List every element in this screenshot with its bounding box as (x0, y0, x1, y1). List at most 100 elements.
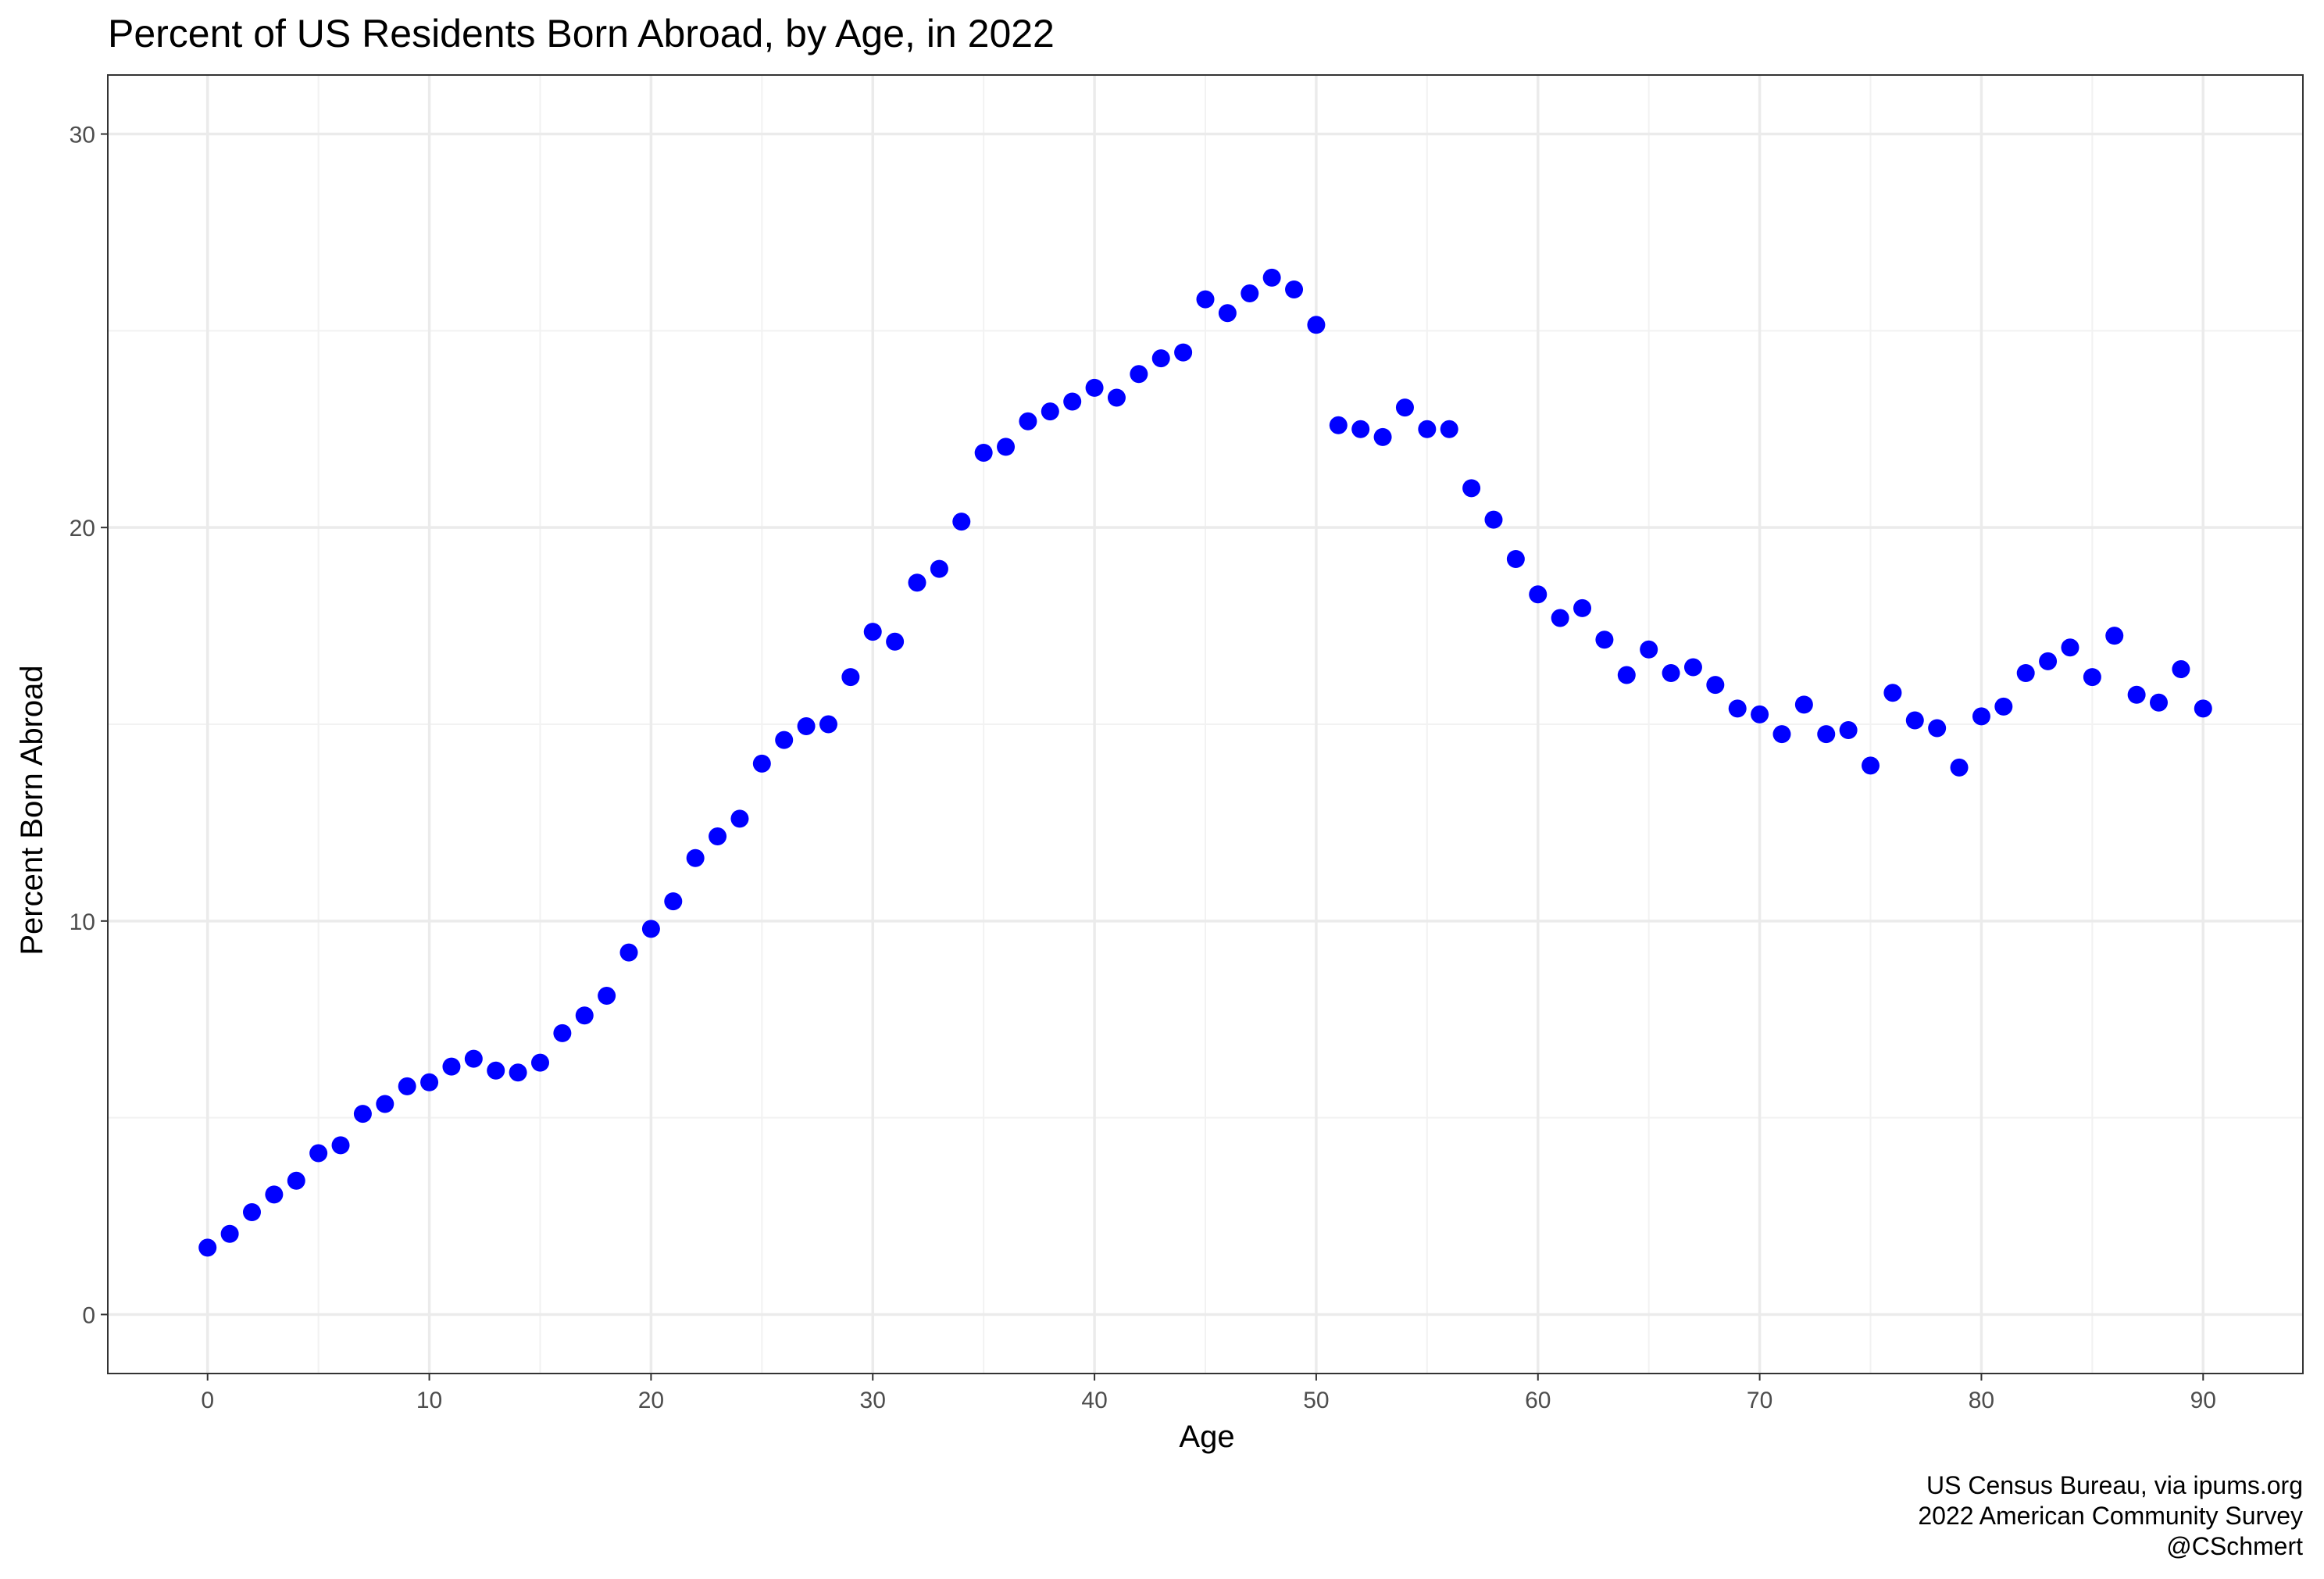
x-tick-label: 70 (1747, 1388, 1772, 1413)
data-point (1706, 676, 1725, 695)
data-point (1041, 402, 1059, 421)
data-point (331, 1136, 350, 1155)
data-point (1218, 304, 1237, 323)
caption-line: US Census Bureau, via ipums.org (1926, 1471, 2303, 1499)
data-point (353, 1105, 372, 1124)
data-point (1462, 479, 1481, 498)
data-point (619, 943, 638, 962)
data-point (1285, 280, 1304, 298)
data-point (908, 573, 926, 592)
data-point (265, 1185, 284, 1204)
plot-panel (107, 74, 2304, 1374)
x-tick-label: 60 (1525, 1388, 1551, 1413)
data-point (598, 987, 616, 1006)
data-point (686, 848, 705, 867)
data-point (1751, 705, 1769, 723)
data-point (1595, 631, 1614, 649)
data-point (1950, 758, 1969, 777)
data-points (198, 268, 2212, 1257)
data-point (930, 559, 948, 578)
data-point (1262, 268, 1281, 287)
data-point (775, 731, 794, 749)
data-point (819, 715, 837, 734)
data-point (464, 1049, 483, 1068)
y-tick-label: 0 (82, 1302, 95, 1328)
data-point (1772, 725, 1791, 744)
data-point (2083, 668, 2101, 687)
data-point (309, 1144, 328, 1163)
data-point (1928, 719, 1947, 738)
data-point (1883, 684, 1902, 702)
data-point (952, 513, 971, 531)
data-point (1440, 420, 1458, 438)
data-point (1617, 666, 1636, 684)
data-point (509, 1063, 527, 1082)
data-point (752, 754, 771, 773)
x-tick-label: 80 (1969, 1388, 1994, 1413)
data-point (1241, 284, 1259, 303)
x-tick-label: 20 (638, 1388, 664, 1413)
data-point (709, 827, 727, 846)
data-point (1329, 416, 1348, 434)
y-tick-label: 30 (70, 123, 95, 148)
x-tick-label: 40 (1081, 1388, 1107, 1413)
data-point (886, 632, 905, 651)
caption-line: 2022 American Community Survey (1918, 1502, 2303, 1530)
data-point (1107, 388, 1126, 407)
x-tick-label: 50 (1303, 1388, 1329, 1413)
data-point (487, 1061, 505, 1080)
x-tick-label: 30 (860, 1388, 886, 1413)
data-point (1196, 290, 1215, 309)
data-point (1085, 378, 1104, 397)
data-point (997, 438, 1016, 456)
data-point (1395, 398, 1414, 417)
data-point (974, 443, 993, 462)
data-point (1551, 609, 1569, 627)
data-point (1484, 510, 1503, 529)
data-point (1662, 664, 1680, 683)
data-point (1794, 695, 1813, 714)
x-tick-label: 10 (416, 1388, 442, 1413)
data-point (1130, 365, 1148, 384)
data-point (1373, 427, 1392, 446)
data-point (1972, 707, 1990, 726)
y-tick-label: 10 (70, 909, 95, 935)
data-point (1529, 585, 1548, 604)
data-point (198, 1238, 217, 1257)
data-point (1817, 725, 1836, 744)
data-point (863, 623, 882, 641)
data-point (1640, 640, 1658, 659)
data-point (1862, 756, 1880, 775)
data-point (1573, 598, 1592, 617)
y-tick-label: 20 (70, 516, 95, 541)
data-point (641, 920, 660, 938)
data-point (398, 1077, 416, 1095)
data-point (2127, 685, 2146, 704)
x-tick-label: 90 (2190, 1388, 2216, 1413)
data-point (420, 1073, 439, 1091)
data-point (1307, 316, 1326, 334)
x-axis-title: Age (1179, 1420, 1234, 1454)
data-point (2105, 627, 2124, 645)
data-point (220, 1224, 239, 1243)
data-point (1905, 711, 1924, 730)
data-point (1019, 412, 1037, 430)
data-point (2061, 638, 2079, 657)
data-point (1351, 420, 1370, 438)
data-point (1994, 697, 2013, 716)
data-point (1839, 721, 1858, 740)
chart-title: Percent of US Residents Born Abroad, by … (108, 12, 1055, 55)
data-point (664, 892, 683, 911)
data-point (797, 717, 816, 736)
x-axis: 0 10 20 30 40 50 60 70 80 90 (201, 1374, 2216, 1413)
data-point (442, 1057, 461, 1076)
data-point (575, 1006, 594, 1025)
data-point (1683, 658, 1702, 677)
data-point (2194, 699, 2212, 718)
data-point (287, 1171, 305, 1190)
x-tick-label: 0 (201, 1388, 214, 1413)
data-point (1728, 699, 1747, 718)
data-point (2016, 664, 2035, 683)
